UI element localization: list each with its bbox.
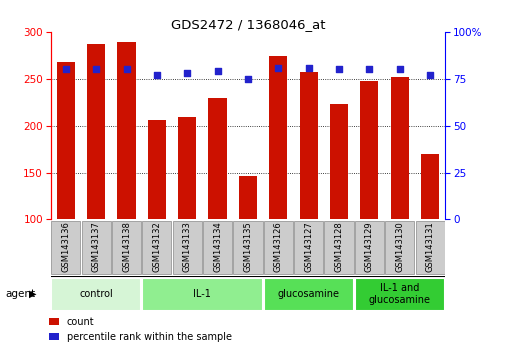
FancyBboxPatch shape [263,278,353,311]
FancyBboxPatch shape [51,278,141,311]
Text: GSM143135: GSM143135 [243,221,252,272]
Bar [329,104,347,219]
Point [122,67,130,72]
FancyBboxPatch shape [81,221,111,274]
FancyBboxPatch shape [142,278,262,311]
Point [92,67,100,72]
Text: GSM143128: GSM143128 [334,221,343,272]
Text: IL-1: IL-1 [193,289,211,299]
Bar [299,72,317,219]
FancyBboxPatch shape [415,221,444,274]
Bar [360,81,378,219]
Point [395,67,403,72]
FancyBboxPatch shape [142,221,171,274]
Text: GSM143137: GSM143137 [91,221,100,272]
Point [365,67,373,72]
FancyBboxPatch shape [324,221,353,274]
Point [425,72,433,78]
Bar [178,117,196,219]
Bar [208,97,226,219]
Point [62,67,70,72]
Bar [390,77,408,219]
Text: ▶: ▶ [29,289,36,299]
FancyBboxPatch shape [112,221,141,274]
FancyBboxPatch shape [51,221,80,274]
Point [243,76,251,81]
FancyBboxPatch shape [172,221,201,274]
Text: control: control [79,289,113,299]
Text: GSM143126: GSM143126 [273,221,282,272]
FancyBboxPatch shape [384,221,414,274]
Text: GSM143132: GSM143132 [152,221,161,272]
Point [213,68,221,74]
Text: GSM143127: GSM143127 [304,221,313,272]
Text: agent: agent [5,289,35,299]
Bar [420,154,438,219]
FancyBboxPatch shape [354,278,444,311]
FancyBboxPatch shape [203,221,232,274]
Text: GSM143129: GSM143129 [364,221,373,272]
Point [274,65,282,70]
Bar [147,120,166,219]
Text: GSM143138: GSM143138 [122,221,131,272]
Point [304,65,312,70]
Text: GSM143130: GSM143130 [394,221,403,272]
Title: GDS2472 / 1368046_at: GDS2472 / 1368046_at [170,18,325,31]
Text: glucosamine: glucosamine [277,289,339,299]
Legend: count, percentile rank within the sample: count, percentile rank within the sample [45,313,235,346]
Bar [87,44,105,219]
Text: IL-1 and
glucosamine: IL-1 and glucosamine [368,283,430,305]
Bar [57,62,75,219]
Bar [117,42,135,219]
FancyBboxPatch shape [293,221,323,274]
Text: GSM143136: GSM143136 [61,221,70,272]
Text: GSM143131: GSM143131 [425,221,434,272]
Point [183,70,191,76]
Bar [238,176,257,219]
Point [153,72,161,78]
Text: GSM143133: GSM143133 [182,221,191,272]
Bar [269,56,287,219]
FancyBboxPatch shape [233,221,262,274]
Point [334,67,342,72]
FancyBboxPatch shape [263,221,292,274]
FancyBboxPatch shape [354,221,383,274]
Text: GSM143134: GSM143134 [213,221,222,272]
